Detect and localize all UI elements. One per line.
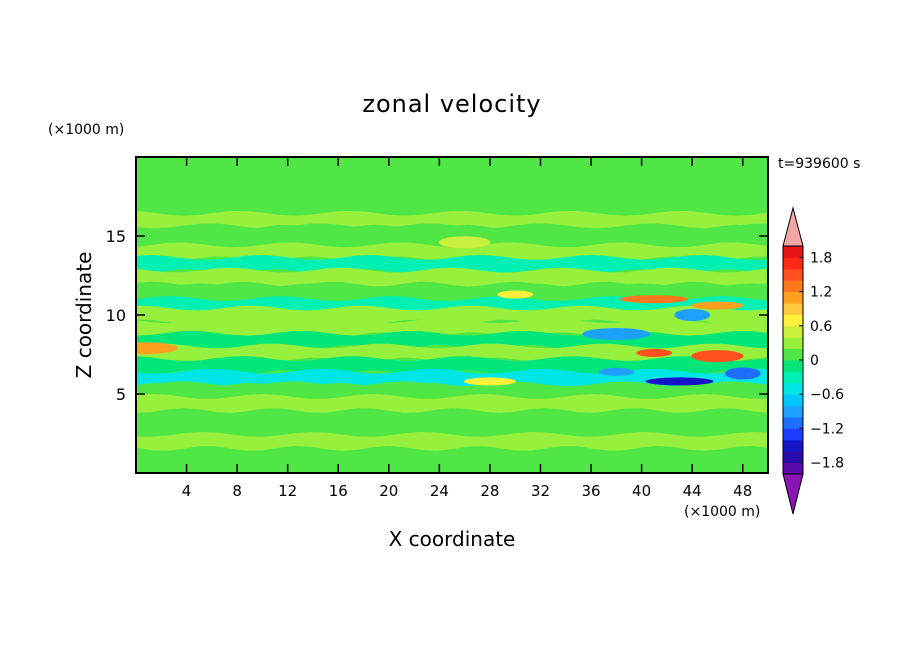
velocity-band xyxy=(136,179,768,199)
velocity-band xyxy=(136,267,768,287)
x-tick-label: 48 xyxy=(733,482,752,500)
x-tick-label: 36 xyxy=(581,482,600,500)
colorbar-swatch xyxy=(783,417,803,429)
x-tick-label: 40 xyxy=(632,482,651,500)
velocity-feature xyxy=(645,377,714,386)
velocity-feature xyxy=(724,367,761,380)
velocity-features xyxy=(136,236,761,386)
velocity-band xyxy=(136,394,768,413)
x-unit-label: (×1000 m) xyxy=(684,504,760,520)
y-tick-label: 15 xyxy=(106,227,126,246)
x-tick-label: 28 xyxy=(480,482,499,500)
x-tick-label: 16 xyxy=(329,482,348,500)
y-axis-label: Z coordinate xyxy=(72,252,96,379)
time-label: t=939600 s xyxy=(778,156,860,172)
colorbar-swatch xyxy=(783,394,803,407)
x-tick-label: 44 xyxy=(683,482,702,500)
plot-area xyxy=(136,157,768,473)
colorbar-tick-label: 1.8 xyxy=(810,250,832,266)
velocity-feature xyxy=(636,348,673,357)
colorbar-swatch xyxy=(783,325,803,338)
velocity-band xyxy=(136,450,768,470)
colorbar-swatch xyxy=(783,462,803,475)
velocity-feature xyxy=(598,367,635,376)
colorbar-swatch xyxy=(783,371,803,384)
velocity-band xyxy=(136,210,768,230)
colorbar-swatch xyxy=(783,268,803,281)
colorbar-swatch xyxy=(783,314,803,327)
colorbar-swatch xyxy=(783,291,803,304)
x-tick-label: 12 xyxy=(278,482,297,500)
colorbar: 1.8 1.2 0.6 0 −0.6 −1.2 −1.8 xyxy=(782,206,844,515)
velocity-band xyxy=(136,223,768,243)
velocity-feature xyxy=(691,301,744,310)
colorbar-swatch xyxy=(783,451,803,464)
colorbar-swatch xyxy=(783,428,803,441)
velocity-feature xyxy=(136,342,178,355)
velocity-feature xyxy=(438,236,491,249)
y-tick-label: 5 xyxy=(116,385,126,404)
colorbar-swatch xyxy=(783,246,803,258)
velocity-band xyxy=(136,431,768,451)
velocity-bands xyxy=(136,160,768,470)
colorbar-swatch xyxy=(783,303,803,315)
colorbar-swatch xyxy=(783,348,803,361)
x-tick-label: 24 xyxy=(430,482,449,500)
colorbar-tick-label: 0.6 xyxy=(810,319,832,335)
colorbar-swatch xyxy=(783,405,803,418)
colorbar-swatch xyxy=(783,360,803,372)
velocity-band xyxy=(136,160,768,180)
velocity-feature xyxy=(620,295,689,304)
velocity-feature xyxy=(674,309,711,321)
velocity-feature xyxy=(582,328,651,340)
chart-title: zonal velocity xyxy=(362,90,541,118)
velocity-band xyxy=(136,198,768,218)
x-axis-label: X coordinate xyxy=(389,527,516,551)
colorbar-swatch xyxy=(783,439,803,452)
x-tick-label: 32 xyxy=(531,482,550,500)
x-tick-label: 20 xyxy=(379,482,398,500)
colorbar-tick-label: 0 xyxy=(810,353,819,369)
colorbar-swatch xyxy=(783,257,803,270)
velocity-feature xyxy=(463,377,516,386)
colorbar-tick-label: −0.6 xyxy=(810,387,844,403)
colorbar-swatch xyxy=(783,382,803,395)
velocity-band xyxy=(136,255,768,274)
velocity-band xyxy=(136,343,768,363)
y-unit-label: (×1000 m) xyxy=(48,122,124,138)
colorbar-over-arrow xyxy=(782,206,804,247)
velocity-feature xyxy=(497,290,534,299)
colorbar-tick-label: 1.2 xyxy=(810,285,832,301)
colorbar-tick-label: −1.8 xyxy=(810,456,844,472)
colorbar-tick-label: −1.2 xyxy=(810,421,844,437)
x-tick-label: 8 xyxy=(232,482,242,500)
y-tick-label: 10 xyxy=(106,306,126,325)
x-axis: 4 8 12 16 20 24 28 32 36 40 44 48 xyxy=(182,157,752,500)
colorbar-swatch xyxy=(783,337,803,350)
velocity-band xyxy=(136,412,768,432)
colorbar-swatch xyxy=(783,280,803,293)
velocity-band xyxy=(136,305,768,325)
velocity-feature xyxy=(691,350,744,363)
y-axis: 5 10 15 xyxy=(106,227,768,404)
x-tick-label: 4 xyxy=(182,482,192,500)
colorbar-under-arrow xyxy=(782,473,804,515)
